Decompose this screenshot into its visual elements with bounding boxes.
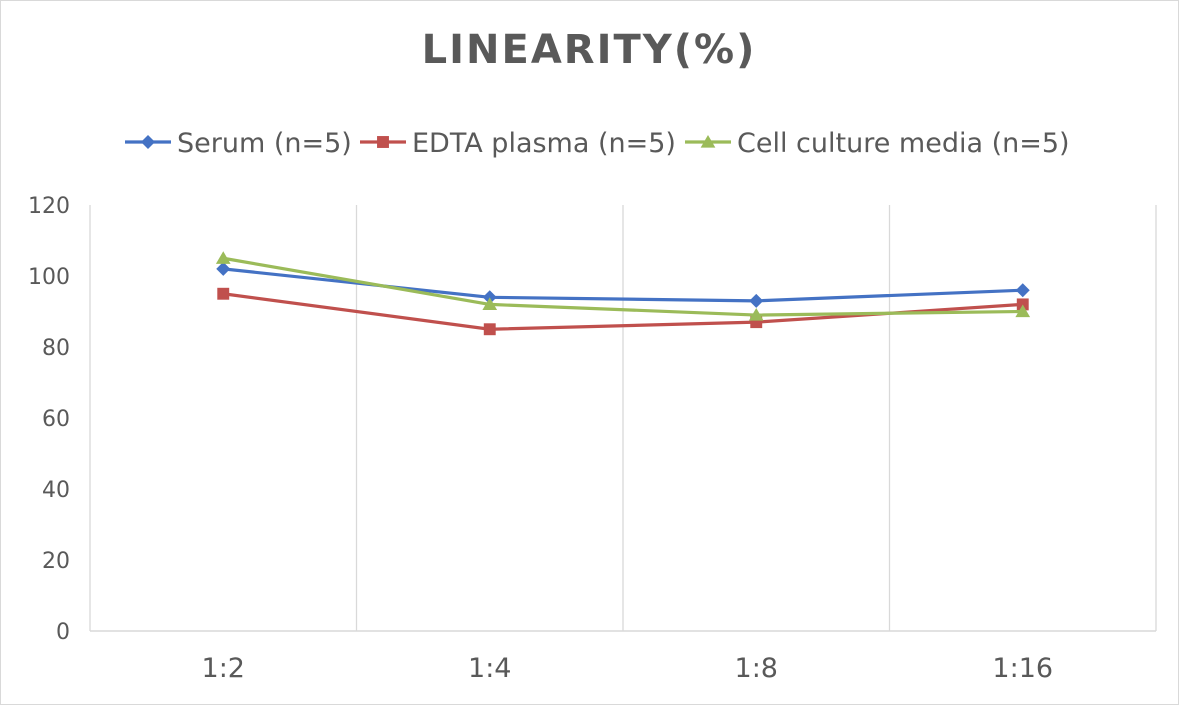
x-tick-label: 1:8 bbox=[735, 653, 778, 684]
chart-title: LINEARITY(%) bbox=[422, 27, 757, 73]
legend-marker bbox=[141, 135, 155, 149]
legend-entry: Cell culture media (n=5) bbox=[685, 128, 1070, 159]
data-point bbox=[217, 288, 229, 300]
data-point bbox=[1016, 283, 1030, 297]
legend-entry: Serum (n=5) bbox=[125, 128, 352, 159]
y-tick-label: 120 bbox=[28, 194, 70, 219]
y-tick-label: 20 bbox=[42, 549, 70, 574]
y-tick-label: 100 bbox=[28, 265, 70, 290]
legend-entry: EDTA plasma (n=5) bbox=[360, 128, 676, 159]
data-point bbox=[749, 294, 763, 308]
y-tick-label: 80 bbox=[42, 336, 70, 361]
y-axis-ticks: 0 20 40 60 80 100 120 bbox=[28, 194, 70, 645]
legend-marker bbox=[377, 136, 389, 148]
data-point bbox=[216, 262, 230, 276]
x-tick-label: 1:16 bbox=[992, 653, 1053, 684]
legend: Serum (n=5) EDTA plasma (n=5) Cell culture… bbox=[125, 128, 1070, 159]
data-point bbox=[484, 323, 496, 335]
y-tick-label: 0 bbox=[56, 620, 70, 645]
x-tick-label: 1:4 bbox=[468, 653, 511, 684]
legend-label: Cell culture media (n=5) bbox=[737, 128, 1070, 159]
gridlines bbox=[90, 205, 1156, 631]
x-axis-ticks: 1:2 1:4 1:8 1:16 bbox=[202, 653, 1054, 684]
x-tick-label: 1:2 bbox=[202, 653, 245, 684]
y-tick-label: 40 bbox=[42, 478, 70, 503]
legend-label: Serum (n=5) bbox=[177, 128, 352, 159]
y-tick-label: 60 bbox=[42, 407, 70, 432]
legend-label: EDTA plasma (n=5) bbox=[412, 128, 676, 159]
